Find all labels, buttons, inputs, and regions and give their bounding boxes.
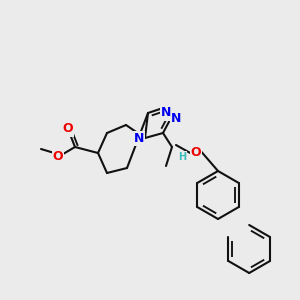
Text: N: N <box>134 131 144 145</box>
Text: N: N <box>161 106 171 119</box>
Text: N: N <box>171 112 181 124</box>
Text: H: H <box>178 152 186 162</box>
Text: O: O <box>53 151 63 164</box>
Text: O: O <box>63 122 73 136</box>
Text: O: O <box>191 146 201 158</box>
